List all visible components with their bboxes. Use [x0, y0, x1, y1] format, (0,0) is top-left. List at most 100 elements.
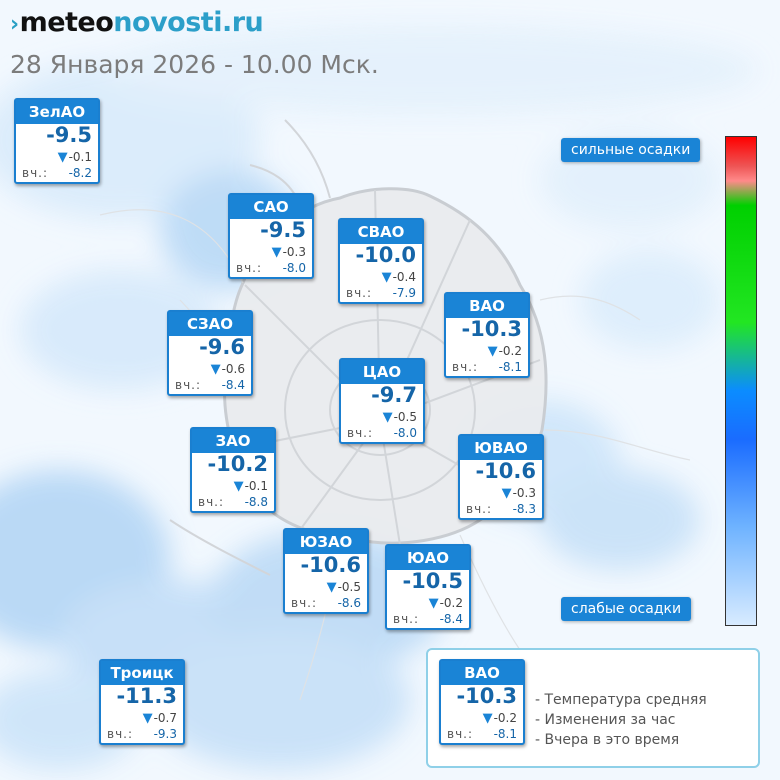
hourly-change: ▼-0.3: [502, 486, 536, 501]
hourly-change: ▼-0.7: [143, 711, 177, 726]
district-temperature: -10.0: [355, 243, 416, 267]
yesterday-row: вч.: -8.0: [347, 426, 417, 440]
yesterday-value: -8.1: [498, 360, 522, 374]
yesterday-label: вч.:: [198, 495, 225, 509]
district-name: ЗелАО: [16, 100, 98, 124]
yesterday-row: вч.: -8.1: [452, 360, 522, 374]
scale-label-light: слабые осадки: [561, 597, 692, 621]
yesterday-row: вч.: -8.6: [291, 596, 361, 610]
district-temperature: -9.5: [260, 218, 306, 242]
district-temperature: -9.7: [371, 383, 417, 407]
yesterday-label: вч.:: [466, 502, 493, 516]
hourly-change-value: -0.3: [282, 245, 306, 259]
yesterday-value: -8.6: [337, 596, 361, 610]
yesterday-label: вч.:: [347, 426, 374, 440]
hourly-change: ▼-0.5: [383, 410, 417, 425]
district-temperature: -10.6: [475, 459, 536, 483]
yesterday-row: вч.: -9.3: [107, 727, 177, 741]
district-card-yuvao: ЮВАО -10.6 ▼-0.3 вч.: -8.3: [458, 434, 544, 520]
district-name: ЗАО: [192, 429, 274, 453]
yesterday-value: -9.3: [153, 727, 177, 741]
yesterday-label: вч.:: [107, 727, 134, 741]
hourly-change: ▼-0.2: [483, 711, 517, 726]
yesterday-value: -8.4: [221, 378, 245, 392]
down-arrow-icon: ▼: [382, 410, 393, 425]
yesterday-label: вч.:: [22, 166, 49, 180]
legend-line-yesterday: - Вчера в это время: [535, 732, 680, 748]
district-name: ВАО: [446, 294, 528, 318]
hourly-change-value: -0.3: [512, 486, 536, 500]
hourly-change-value: -0.2: [439, 596, 463, 610]
yesterday-row: вч.: -8.1: [447, 727, 517, 741]
down-arrow-icon: ▼: [57, 150, 68, 165]
hourly-change: ▼-0.4: [382, 270, 416, 285]
yesterday-row: вч.: -8.0: [236, 261, 306, 275]
precipitation-color-scale: [725, 136, 757, 626]
hourly-change: ▼-0.3: [272, 245, 306, 260]
hourly-change: ▼-0.2: [488, 344, 522, 359]
yesterday-value: -8.0: [393, 426, 417, 440]
hourly-change: ▼-0.2: [429, 596, 463, 611]
down-arrow-icon: ▼: [142, 711, 153, 726]
down-arrow-icon: ▼: [326, 580, 337, 595]
hourly-change-value: -0.1: [68, 150, 92, 164]
down-arrow-icon: ▼: [381, 270, 392, 285]
site-logo[interactable]: ›meteonovosti.ru: [10, 6, 264, 40]
district-name: СЗАО: [169, 312, 251, 336]
district-card-troitsk: Троицк -11.3 ▼-0.7 вч.: -9.3: [99, 659, 185, 745]
district-card-cao: ЦАО -9.7 ▼-0.5 вч.: -8.0: [339, 358, 425, 444]
yesterday-label: вч.:: [393, 612, 420, 626]
district-card-sao: САО -9.5 ▼-0.3 вч.: -8.0: [228, 193, 314, 279]
district-name: САО: [230, 195, 312, 219]
district-card-yuzao: ЮЗАО -10.6 ▼-0.5 вч.: -8.6: [283, 528, 369, 614]
yesterday-label: вч.:: [452, 360, 479, 374]
district-name: ЮАО: [387, 546, 469, 570]
hourly-change-value: -0.6: [221, 362, 245, 376]
legend-descriptions: - Температура средняя - Изменения за час…: [535, 690, 707, 750]
district-temperature: -10.6: [300, 553, 361, 577]
hourly-change-value: -0.4: [392, 270, 416, 284]
yesterday-row: вч.: -7.9: [346, 286, 416, 300]
district-temperature: -11.3: [116, 684, 177, 708]
yesterday-label: вч.:: [447, 727, 474, 741]
hourly-change-value: -0.7: [153, 711, 177, 725]
yesterday-value: -7.9: [392, 286, 416, 300]
logo-text-meteo: meteo: [19, 7, 114, 38]
yesterday-label: вч.:: [291, 596, 318, 610]
down-arrow-icon: ▼: [428, 596, 439, 611]
district-temperature: -10.3: [461, 317, 522, 341]
district-card-yuao: ЮАО -10.5 ▼-0.2 вч.: -8.4: [385, 544, 471, 630]
hourly-change: ▼-0.1: [234, 479, 268, 494]
legend-example-card: ВАО -10.3 ▼-0.2 вч.: -8.1: [439, 659, 525, 745]
yesterday-row: вч.: -8.3: [466, 502, 536, 516]
down-arrow-icon: ▼: [233, 479, 244, 494]
yesterday-value: -8.8: [244, 495, 268, 509]
down-arrow-icon: ▼: [487, 344, 498, 359]
district-card-szao: СЗАО -9.6 ▼-0.6 вч.: -8.4: [167, 310, 253, 396]
district-card-svao: СВАО -10.0 ▼-0.4 вч.: -7.9: [338, 218, 424, 304]
hourly-change-value: -0.2: [498, 344, 522, 358]
yesterday-label: вч.:: [236, 261, 263, 275]
down-arrow-icon: ▼: [210, 362, 221, 377]
district-name: ЦАО: [341, 360, 423, 384]
forecast-date: 28 Января 2026 - 10.00 Мск.: [10, 50, 379, 79]
yesterday-value: -8.1: [493, 727, 517, 741]
district-temperature: -9.6: [199, 335, 245, 359]
district-name: ВАО: [441, 661, 523, 685]
yesterday-row: вч.: -8.4: [393, 612, 463, 626]
logo-mark-icon: ›: [10, 12, 19, 37]
district-temperature: -10.5: [402, 569, 463, 593]
legend-line-average-temperature: - Температура средняя: [535, 692, 707, 708]
district-card-zelao: ЗелАО -9.5 ▼-0.1 вч.: -8.2: [14, 98, 100, 184]
hourly-change-value: -0.5: [337, 580, 361, 594]
hourly-change-value: -0.5: [393, 410, 417, 424]
district-name: ЮВАО: [460, 436, 542, 460]
yesterday-value: -8.4: [439, 612, 463, 626]
hourly-change-value: -0.1: [244, 479, 268, 493]
down-arrow-icon: ▼: [271, 245, 282, 260]
district-temperature: -9.5: [46, 123, 92, 147]
legend-line-hourly-change: - Изменения за час: [535, 712, 676, 728]
district-name: Троицк: [101, 661, 183, 685]
district-temperature: -10.3: [456, 684, 517, 708]
hourly-change: ▼-0.6: [211, 362, 245, 377]
